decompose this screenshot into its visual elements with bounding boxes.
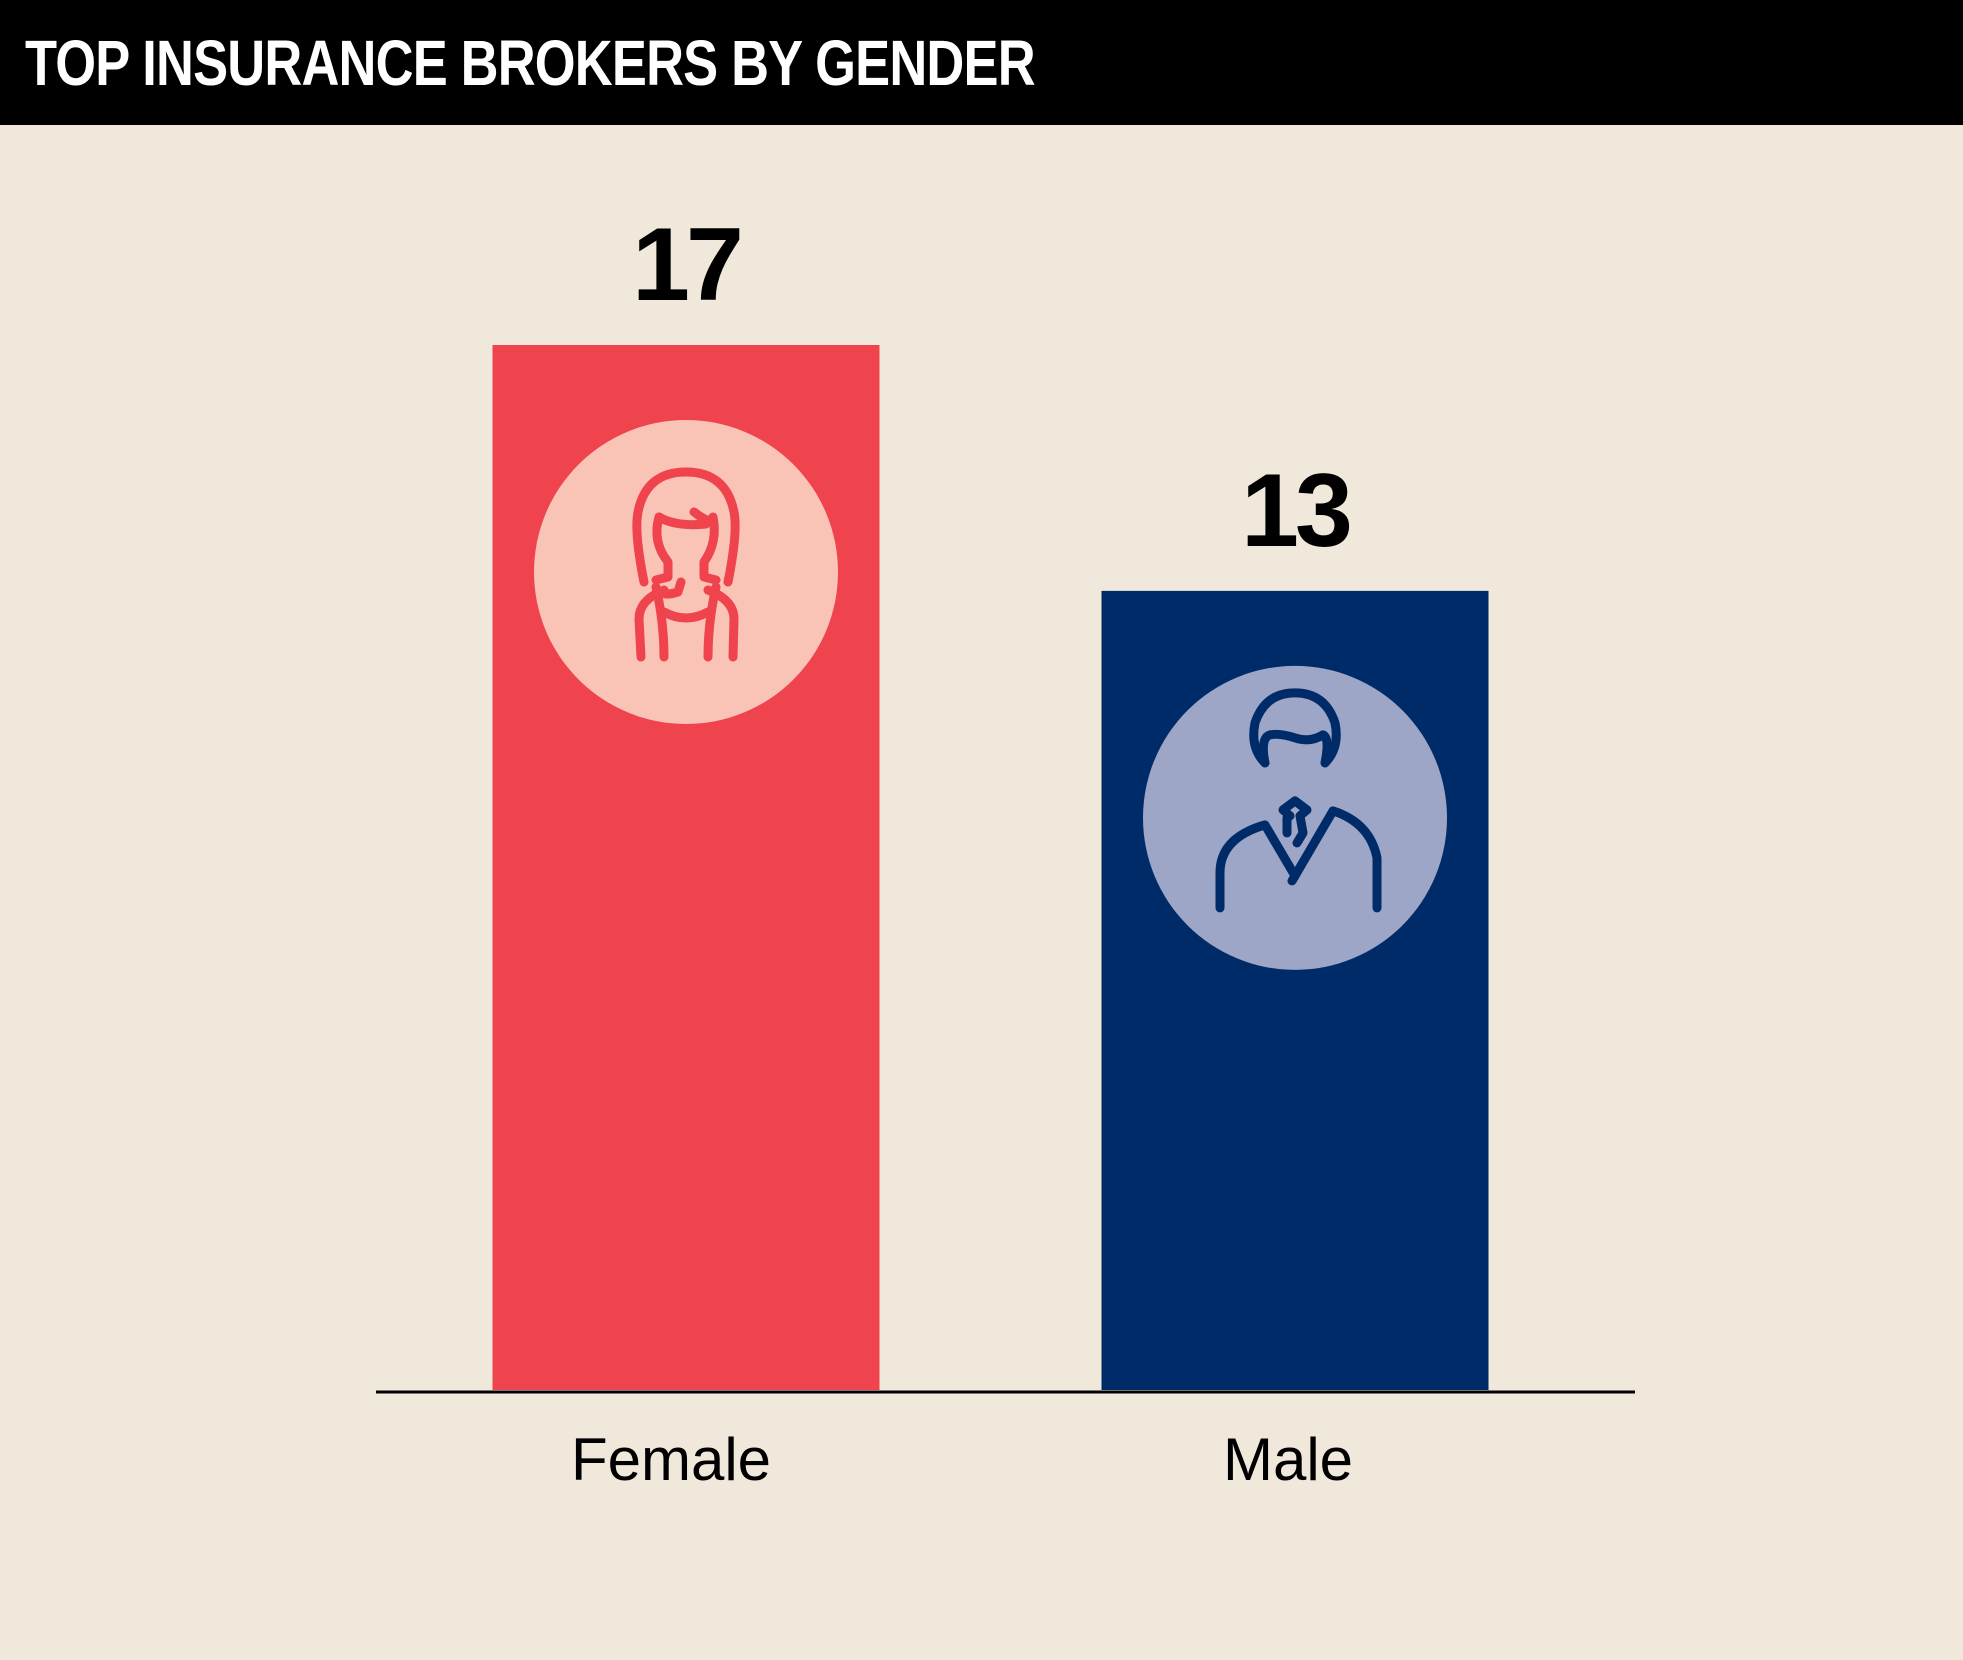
data-label: 17 (632, 207, 740, 323)
x-tick-label: Female (571, 1426, 771, 1493)
icon-circle (1143, 665, 1447, 970)
male-person-icon (1215, 688, 1382, 913)
icon-circle (534, 420, 838, 724)
title-bar: TOP INSURANCE BROKERS BY GENDER (0, 0, 1963, 125)
chart-title: TOP INSURANCE BROKERS BY GENDER (25, 27, 1036, 99)
data-label: 13 (1241, 453, 1350, 569)
x-tick-label: Male (1223, 1426, 1353, 1493)
female-person-icon (632, 467, 740, 662)
